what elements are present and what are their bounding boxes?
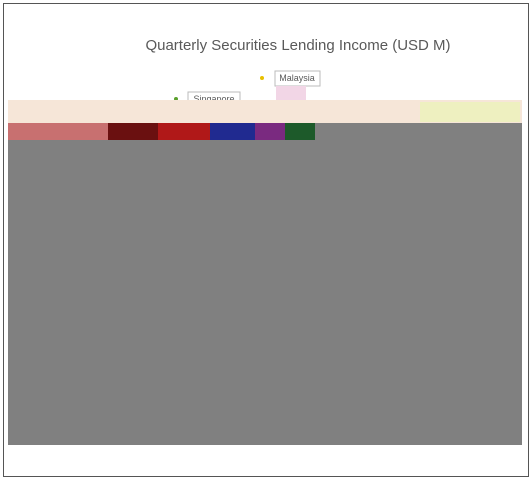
marker [260,76,264,80]
chart-title: Quarterly Securities Lending Income (USD… [145,37,450,54]
page: Quarterly Securities Lending Income (USD… [0,0,532,480]
band [420,102,520,122]
gray-area [8,140,522,445]
data-label: Malaysia [279,73,315,83]
band [276,86,306,100]
screenshot: Quarterly Securities Lending Income (USD… [0,0,532,480]
